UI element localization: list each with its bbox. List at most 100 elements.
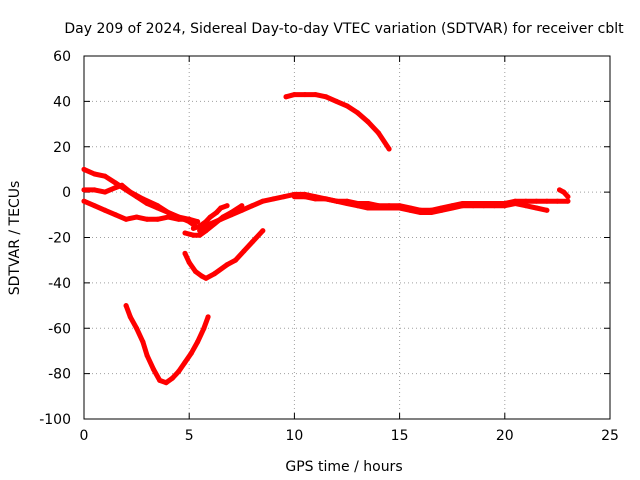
y-tick-label: 20 [53,140,71,156]
data-point [81,166,87,172]
data-point [123,303,129,309]
series-arc-5 [197,191,571,234]
data-point [460,203,466,209]
grid-lines [84,56,610,419]
data-point [544,198,550,204]
x-tick-label: 0 [80,428,89,444]
data-point [523,198,529,204]
data-point [418,210,424,215]
data-point [157,377,163,383]
data-point [193,269,198,274]
data-point [186,260,192,265]
data-point [188,350,194,356]
data-point [239,203,245,209]
data-point [163,380,169,386]
data-point [386,146,392,152]
data-point [386,205,392,211]
data-point [224,262,230,268]
data-point [291,92,297,98]
data-point [334,98,339,104]
data-point [155,216,161,222]
data-point [376,205,382,211]
data-point [214,210,220,215]
data-point [155,203,161,209]
data-point [218,205,224,211]
data-point [134,325,140,331]
data-point [281,194,287,200]
data-point [102,173,108,179]
data-point [199,273,205,279]
data-point [260,228,266,234]
data-point [113,185,119,191]
data-point [397,205,403,211]
data-point [182,359,188,365]
data-point [334,198,339,204]
axis-ticks [83,55,611,420]
data-point [182,230,188,236]
data-point [190,232,196,238]
data-point [365,201,371,206]
data-point [207,221,213,227]
y-tick-label: 0 [62,185,71,201]
data-point [203,275,209,281]
data-point [123,216,129,222]
y-tick-label: -60 [48,321,71,337]
data-point [344,103,350,109]
data-point [323,196,329,202]
data-point [239,207,245,213]
data-point [407,207,413,213]
data-point [565,194,571,200]
y-tick-labels: -100 -80 -60 -40 -20 0 20 40 60 [39,49,71,428]
data-point [533,198,539,204]
data-point [190,225,196,231]
data-point [512,201,518,206]
data-point [165,210,171,215]
data-point [365,119,371,125]
data-point [449,205,455,211]
data-point [144,353,150,358]
data-point [241,248,247,254]
data-point [544,207,550,213]
data-point [197,228,203,234]
data-point [554,198,560,204]
data-point [302,92,308,98]
data-point [150,366,156,372]
x-tick-label: 15 [391,428,409,444]
data-point [365,205,371,211]
data-point [119,182,125,188]
data-point [127,314,133,320]
data-point [523,203,529,209]
data-point [134,214,140,220]
data-point [102,189,108,195]
data-point [140,196,146,202]
data-point [323,94,329,100]
y-axis-label: SDTVAR / TECUs [7,181,23,296]
x-tick-label: 5 [185,428,194,444]
data-point [169,375,175,381]
data-point [270,196,276,202]
data-point [201,325,207,331]
data-point [92,171,97,177]
data-point [81,187,87,193]
data-point [207,214,213,220]
y-tick-label: -80 [48,367,71,383]
data-point [92,203,97,209]
data-point [557,187,562,193]
data-point [283,94,289,100]
data-point [344,201,350,206]
data-point [249,239,255,245]
data-point [81,198,87,204]
x-tick-labels: 0 5 10 15 20 25 [80,428,619,444]
data-point [195,339,201,345]
data-point [561,189,567,195]
data-series [81,92,571,386]
series-arc-10 [123,303,211,386]
data-point [144,216,150,222]
x-tick-label: 10 [285,428,303,444]
data-point [140,339,146,345]
data-point [165,214,171,220]
data-point [176,216,182,222]
data-point [92,187,97,193]
data-point [376,130,382,136]
